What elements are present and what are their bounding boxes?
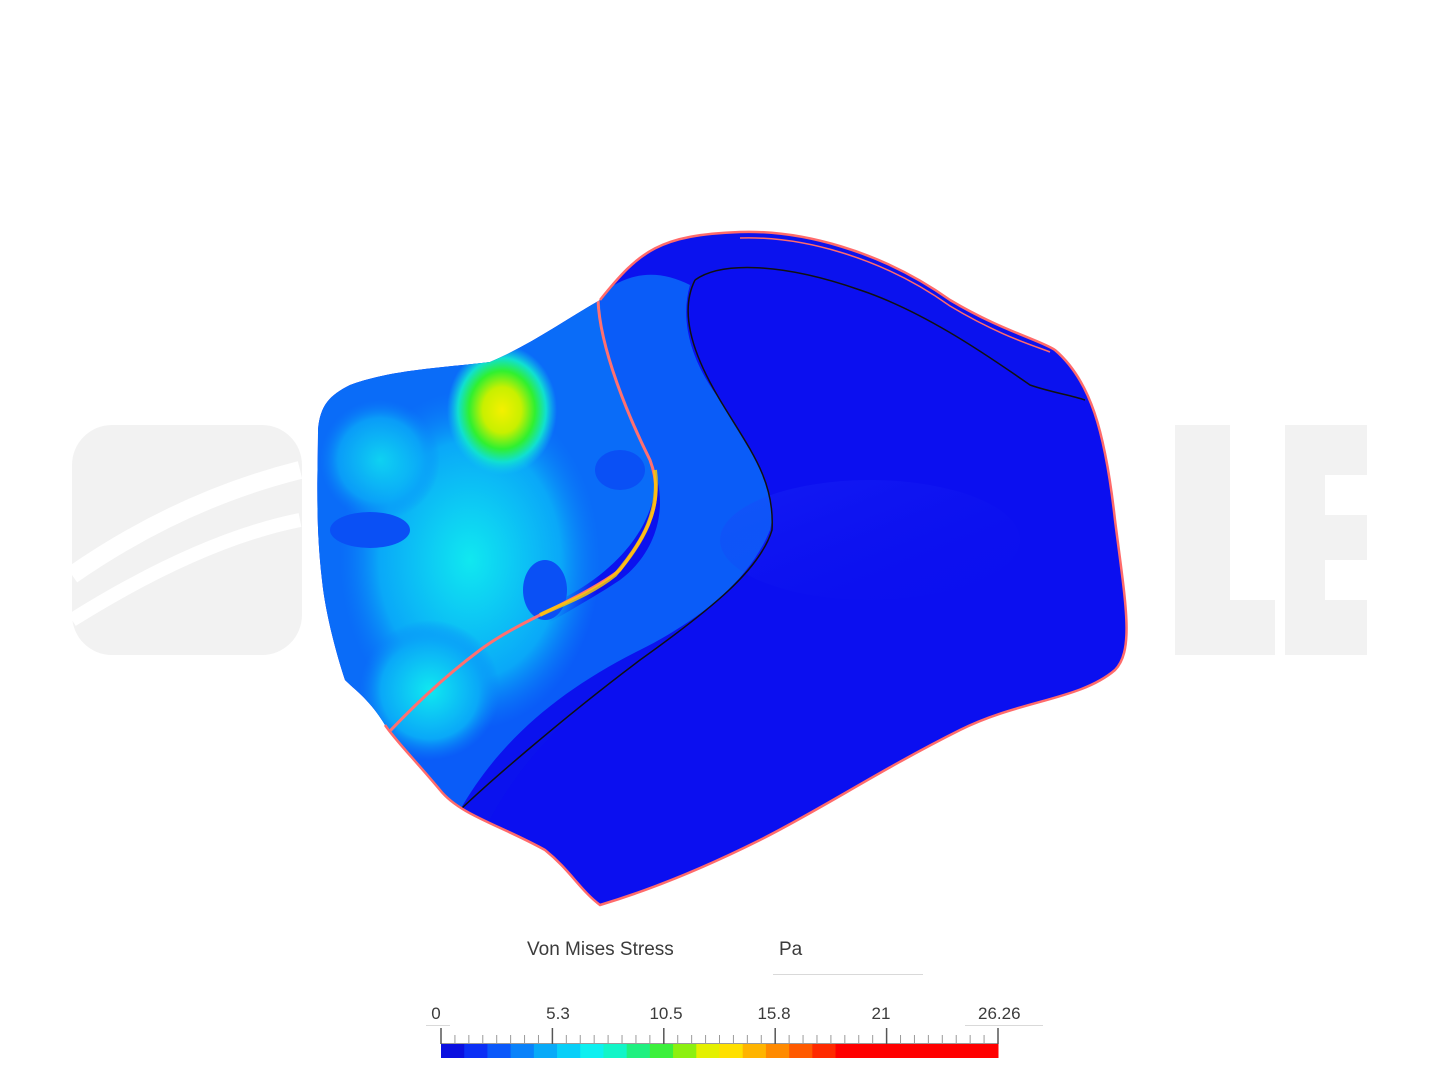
tick-label[interactable]: 0 <box>431 1004 441 1023</box>
colorbar-segment <box>649 1044 674 1058</box>
surface-highlight <box>720 480 1020 600</box>
colorbar-segment <box>441 1044 465 1058</box>
colorbar-segment <box>905 1044 929 1058</box>
color-legend: 0 5.3 10.5 15.8 21 26.26 <box>420 1000 1060 1064</box>
colorbar-segment <box>673 1044 697 1058</box>
lobe-outline <box>694 266 1086 401</box>
colorbar-segment <box>719 1044 744 1058</box>
tick-label: 15.8 <box>757 1004 791 1023</box>
max-field-underline <box>965 1025 1043 1026</box>
colorbar-segment <box>812 1044 837 1058</box>
watermark-letter-e-gap <box>1325 475 1367 515</box>
blue-patch <box>523 560 567 620</box>
colorbar-segment <box>557 1044 581 1058</box>
tick-label: 21 <box>871 1004 891 1023</box>
unit-field-underline <box>773 974 923 975</box>
watermark-logo-arc <box>68 513 302 626</box>
watermark-letter-e-gap <box>1325 560 1367 600</box>
colorbar-segment <box>603 1044 628 1058</box>
blue-patch <box>595 450 645 490</box>
colorbar-segment <box>835 1044 860 1058</box>
watermark-letter-e <box>1285 425 1367 655</box>
min-field-underline <box>426 1025 450 1026</box>
colorbar-segment <box>487 1044 512 1058</box>
legend-unit[interactable]: Pa <box>779 939 803 960</box>
tick-label: 10.5 <box>649 1004 683 1023</box>
stress-hotspot <box>447 345 557 475</box>
colorbar-segment <box>464 1044 488 1058</box>
watermark-logo-arc <box>66 461 303 583</box>
colorbar-segment <box>789 1044 813 1058</box>
tick-label-max[interactable]: 26.26 <box>978 1004 1021 1023</box>
legend-title: Von Mises Stress <box>527 939 674 960</box>
colorbar-segment <box>580 1044 604 1058</box>
colorbar-segment <box>696 1044 720 1058</box>
colorbar-segment <box>626 1044 651 1058</box>
stress-seam-glow <box>539 469 658 617</box>
colorbar-segment <box>533 1044 558 1058</box>
colorbar-segment <box>881 1044 906 1058</box>
blue-patch <box>330 512 410 548</box>
lobe-outline <box>454 279 773 816</box>
colorbar <box>440 1028 999 1058</box>
colorbar-segment <box>951 1044 976 1058</box>
tick-label: 5.3 <box>546 1004 570 1023</box>
colorbar-segment <box>928 1044 953 1058</box>
colorbar-segment <box>974 1044 999 1058</box>
part-inner-edge <box>739 237 1051 353</box>
colorbar-segment <box>858 1044 883 1058</box>
colorbar-segment <box>742 1044 767 1058</box>
cyan-stress-zone <box>320 400 440 520</box>
part-edge-outline <box>383 230 1128 907</box>
watermark-letter-l <box>1175 600 1275 655</box>
colorbar-segment <box>765 1044 790 1058</box>
colorbar-segment <box>510 1044 535 1058</box>
